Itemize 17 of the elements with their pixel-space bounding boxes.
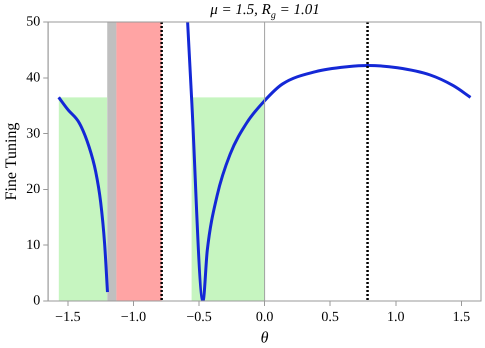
x-tick-label: −1.0 [120,310,146,326]
x-tick-label: 1.0 [387,310,404,326]
x-axis-title: θ [260,330,269,347]
x-tick-label: 0.5 [321,310,339,326]
y-axis-title: Fine Tuning [2,122,20,200]
y-tick-label: 0 [33,294,40,309]
x-tick-label: 1.5 [452,310,470,326]
y-tick-label: 20 [26,182,40,198]
y-tick-label: 10 [26,238,40,253]
y-tick-label: 40 [26,70,40,86]
y-tick-label: 30 [26,126,40,142]
line-series [186,22,472,301]
x-tick-label: 0.0 [256,310,274,326]
x-tick-label: −0.5 [186,310,212,326]
x-tick-label: −1.5 [55,310,81,326]
y-tick-label: 50 [26,14,40,30]
chart-title: μ = 1.5, R$_{g}$ = 1.01 [209,2,321,21]
